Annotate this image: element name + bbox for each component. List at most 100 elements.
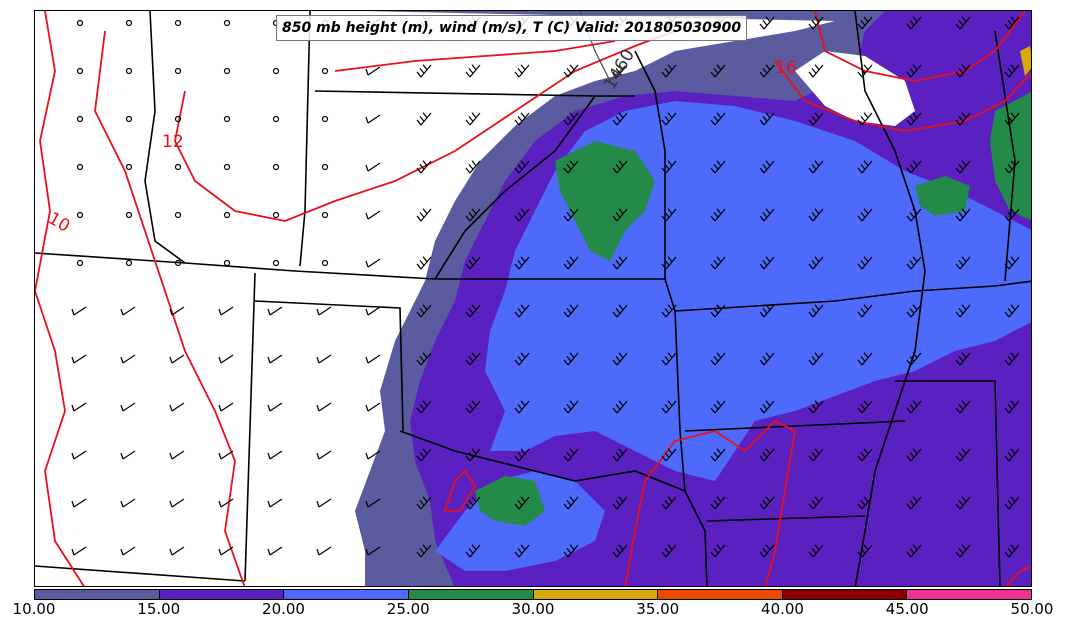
wind-barb <box>563 256 579 270</box>
wind-barb <box>563 400 579 414</box>
colorbar-tick-label: 20.00 <box>262 600 305 618</box>
wind-barb <box>955 16 971 30</box>
wind-fill-white-hole <box>795 51 915 126</box>
wind-barb <box>906 496 922 510</box>
wind-barb <box>808 16 824 30</box>
wind-barb <box>267 402 283 412</box>
wind-barb <box>316 450 332 460</box>
wind-barb <box>955 400 971 414</box>
wind-barb <box>416 208 432 222</box>
wind-barb <box>612 160 628 174</box>
boundary-line <box>399 430 686 492</box>
calm-wind-circle <box>272 115 280 123</box>
wind-barb <box>71 354 87 364</box>
wind-barb <box>661 256 677 270</box>
wind-barb <box>808 160 824 174</box>
wind-barb <box>857 64 873 78</box>
wind-barb <box>365 354 381 364</box>
wind-barb <box>906 208 922 222</box>
boundary-line <box>854 11 926 586</box>
boundary-line <box>35 252 665 280</box>
wind-barb <box>267 450 283 460</box>
calm-wind-circle <box>272 163 280 171</box>
wind-barb <box>316 354 332 364</box>
wind-barb <box>71 306 87 316</box>
calm-wind-circle <box>223 115 231 123</box>
wind-barb <box>612 256 628 270</box>
wind-barb <box>1004 352 1020 366</box>
wind-barb <box>710 64 726 78</box>
wind-barb <box>563 304 579 318</box>
wind-barb <box>416 544 432 558</box>
wind-barb <box>416 64 432 78</box>
map-canvas: 1460 16 12 10 <box>35 11 1031 586</box>
wind-barb <box>120 546 136 556</box>
wind-fill-25-30-d <box>915 176 970 216</box>
wind-barb <box>416 256 432 270</box>
wind-barb <box>365 66 381 76</box>
wind-barb <box>612 208 628 222</box>
wind-barb <box>857 400 873 414</box>
colorbar-tick-label: 45.00 <box>885 600 929 618</box>
calm-wind-circle <box>223 19 231 27</box>
map-title: 850 mb height (m), wind (m/s), T (C) Val… <box>276 15 748 41</box>
wind-barb <box>563 112 579 126</box>
colorbar-tick-label: 25.00 <box>386 600 430 618</box>
wind-barb <box>120 498 136 508</box>
calm-wind-circle <box>125 19 133 27</box>
wind-barb <box>710 448 726 462</box>
wind-barb <box>906 160 922 174</box>
wind-barb <box>612 400 628 414</box>
wind-barb <box>955 208 971 222</box>
wind-barb <box>906 448 922 462</box>
colorbar-tick-label: 30.00 <box>511 600 555 618</box>
wind-barb <box>267 546 283 556</box>
wind-barb <box>465 64 481 78</box>
calm-wind-circle <box>76 67 84 75</box>
calm-wind-circle <box>174 163 182 171</box>
wind-barb <box>563 448 579 462</box>
wind-barb <box>955 64 971 78</box>
wind-barb <box>808 256 824 270</box>
wind-barb <box>955 544 971 558</box>
wind-barb <box>906 304 922 318</box>
calm-wind-circle <box>174 115 182 123</box>
wind-barb <box>1004 16 1020 30</box>
wind-barb <box>808 64 824 78</box>
calm-wind-circle <box>272 67 280 75</box>
wind-barb <box>710 544 726 558</box>
wind-barb <box>316 498 332 508</box>
colorbar-tick-label: 50.00 <box>1010 600 1054 618</box>
wind-barb <box>857 544 873 558</box>
wind-barb <box>759 496 775 510</box>
wind-barb <box>416 400 432 414</box>
calm-wind-circle <box>321 259 329 267</box>
calm-wind-circle <box>272 211 280 219</box>
wind-barb <box>71 546 87 556</box>
wind-barb <box>365 450 381 460</box>
state-boundaries <box>35 11 1031 586</box>
boundary-line <box>674 280 1031 312</box>
wind-barb <box>514 64 530 78</box>
wind-barb <box>808 400 824 414</box>
wind-barb <box>218 546 234 556</box>
wind-barb <box>169 402 185 412</box>
calm-wind-circle <box>76 259 84 267</box>
colorbar-segment <box>782 590 908 599</box>
wind-barb <box>1004 304 1020 318</box>
boundary-line <box>634 50 666 279</box>
wind-barb <box>857 256 873 270</box>
calm-wind-circle <box>76 211 84 219</box>
wind-barb <box>169 450 185 460</box>
calm-wind-circle <box>125 259 133 267</box>
wind-barb <box>267 498 283 508</box>
wind-barb <box>169 306 185 316</box>
calm-wind-circle <box>223 211 231 219</box>
wind-barb <box>710 352 726 366</box>
colorbar <box>34 589 1032 600</box>
wind-barb <box>416 112 432 126</box>
boundary-line <box>684 420 906 432</box>
wind-barb <box>808 496 824 510</box>
wind-barb <box>661 496 677 510</box>
colorbar-tick-label: 35.00 <box>636 600 680 618</box>
